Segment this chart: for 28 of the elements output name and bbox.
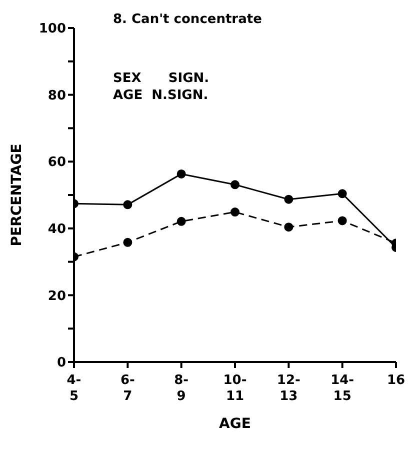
x-tick-label: 12- 13 (276, 373, 300, 404)
y-tick-label: 80 (48, 88, 66, 104)
y-tick-label: 60 (48, 155, 66, 170)
y-tick-label: 100 (38, 22, 66, 37)
point (230, 180, 240, 190)
point (230, 208, 240, 217)
point (284, 194, 294, 204)
x-tick-label: 4- 5 (66, 373, 82, 404)
y-tick-label: 0 (56, 356, 66, 371)
point (338, 189, 347, 198)
x-tick-label: 10- 11 (223, 373, 247, 404)
point (338, 216, 347, 226)
y-axis-title: PERCENTAGE (8, 144, 25, 246)
annotation: AGE N.SIGN. (113, 87, 210, 104)
point (123, 200, 132, 210)
y-tick-label: 20 (48, 288, 66, 304)
y-tick-label: 40 (48, 222, 66, 238)
chart-title: 8. Can't concentrate (113, 12, 262, 27)
annotation: SEX SIGN. (113, 70, 210, 87)
x-tick-label: 6- 7 (120, 373, 135, 404)
x-tick-label: 14- 15 (330, 373, 354, 404)
x-tick-label: 8- 9 (174, 373, 189, 404)
x-axis-title: AGE (219, 416, 251, 432)
point (176, 216, 186, 226)
point (284, 222, 294, 232)
point (123, 238, 132, 247)
x-tick-label: 16 (386, 373, 406, 388)
point (176, 169, 186, 178)
